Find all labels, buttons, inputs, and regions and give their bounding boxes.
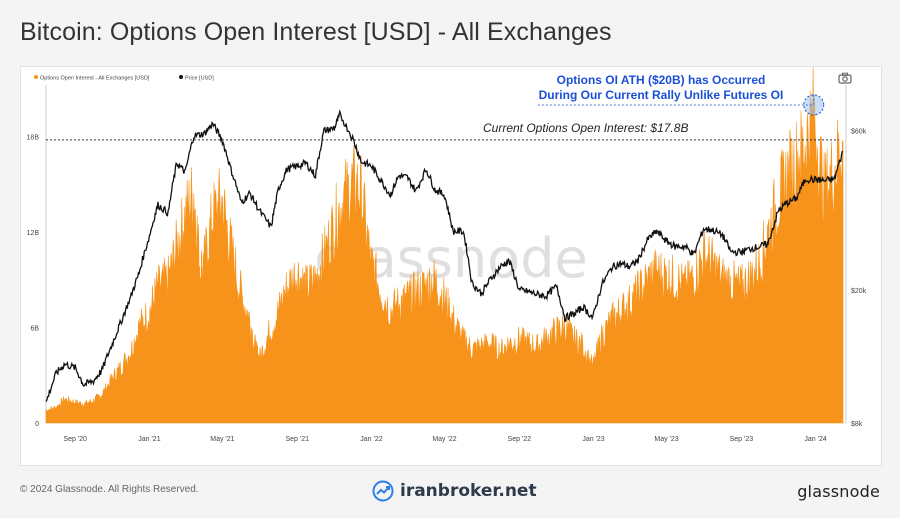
x-tick-label: May '22 [432, 436, 456, 443]
y-right-tick-label: $20k [851, 288, 867, 295]
copyright-text: © 2024 Glassnode. All Rights Reserved. [20, 484, 199, 495]
x-tick-label: Sep '23 [730, 436, 754, 443]
camera-icon[interactable] [838, 72, 852, 84]
legend-oi-swatch [34, 75, 38, 79]
x-tick-label: Sep '21 [285, 436, 309, 443]
x-tick-label: Jan '24 [804, 436, 826, 443]
iranbroker-brand-text: iranbroker.net [400, 481, 537, 501]
legend-price-label: Price [USD] [185, 76, 214, 82]
current-oi-annotation: Current Options Open Interest: $17.8B [483, 121, 688, 135]
y-left-tick-label: 12B [27, 230, 40, 237]
series-price-line [45, 109, 844, 402]
x-tick-label: May '23 [654, 436, 678, 443]
x-tick-label: Sep '20 [63, 436, 87, 443]
legend-price-swatch [179, 75, 183, 79]
x-tick-label: Jan '22 [360, 436, 382, 443]
trend-chart-icon [372, 480, 394, 502]
series-options-open-interest-area [45, 67, 844, 424]
iranbroker-brand[interactable]: iranbroker.net [372, 480, 537, 502]
x-tick-label: Jan '21 [138, 436, 160, 443]
x-tick-label: Jan '23 [582, 436, 604, 443]
y-right-tick-label: $60k [851, 129, 867, 136]
ath-annotation-line2: During Our Current Rally Unlike Futures … [539, 88, 784, 102]
y-right-tick-label: $8k [851, 421, 863, 428]
glassnode-logo: glassnode [797, 482, 880, 501]
legend-oi-label: Options Open Interest - All Exchanges [U… [40, 76, 150, 82]
x-tick-label: Sep '22 [508, 436, 532, 443]
y-left-tick-label: 18B [27, 135, 40, 142]
y-left-tick-label: 0 [35, 421, 39, 428]
y-left-tick-label: 6B [30, 326, 39, 333]
ath-annotation-line1: Options OI ATH ($20B) has Occurred [557, 73, 766, 87]
chart-panel: glassnode 0 6B 12B 18B $8k $20k $60k Sep '20 Jan … [20, 66, 882, 466]
page-title: Bitcoin: Options Open Interest [USD] - A… [20, 18, 612, 46]
x-tick-label: May '21 [210, 436, 234, 443]
